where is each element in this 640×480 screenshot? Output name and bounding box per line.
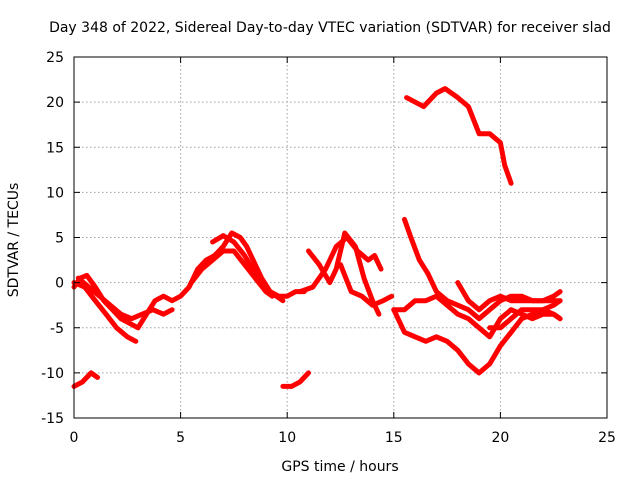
y-tick-label: -15: [41, 411, 64, 427]
y-axis-label: SDTVAR / TECUs: [6, 183, 22, 298]
x-tick-label: 15: [385, 430, 403, 446]
y-tick-label: 20: [46, 95, 64, 111]
series-sat-o: [455, 280, 563, 313]
series-sat-m: [391, 307, 563, 376]
series-sat-j: [338, 262, 395, 308]
grid: [74, 57, 607, 418]
data-series: [71, 86, 563, 389]
series-sat-i: [297, 235, 384, 295]
series-sat-g: [280, 370, 311, 389]
series-sat-c: [75, 275, 175, 322]
series-sat-b: [71, 280, 139, 344]
series-sat-n: [391, 293, 563, 340]
y-tick-label: 15: [46, 140, 64, 156]
y-tick-label: 10: [46, 185, 64, 201]
series-sat-f: [71, 370, 100, 389]
series-sat-p: [487, 298, 563, 331]
y-tick-label: 25: [46, 50, 64, 66]
x-tick-label: 20: [491, 430, 509, 446]
y-tick-label: -5: [50, 321, 64, 337]
x-tick-label: 5: [176, 430, 185, 446]
series-sat-e: [188, 248, 286, 304]
chart-title: Day 348 of 2022, Sidereal Day-to-day VTE…: [49, 20, 611, 36]
x-tick-label: 10: [278, 430, 296, 446]
x-tick-label: 25: [598, 430, 616, 446]
y-tick-label: -10: [41, 366, 64, 382]
y-tick-label: 5: [55, 231, 64, 247]
x-tick-label: 0: [70, 430, 79, 446]
axis-ticks: 0 5 10 15 20 25 -15 -10 -5 0 5 10 15 20 25: [41, 50, 616, 446]
x-axis-label: GPS time / hours: [281, 459, 398, 475]
y-tick-label: 0: [55, 276, 64, 292]
series-sat-k: [404, 86, 514, 186]
